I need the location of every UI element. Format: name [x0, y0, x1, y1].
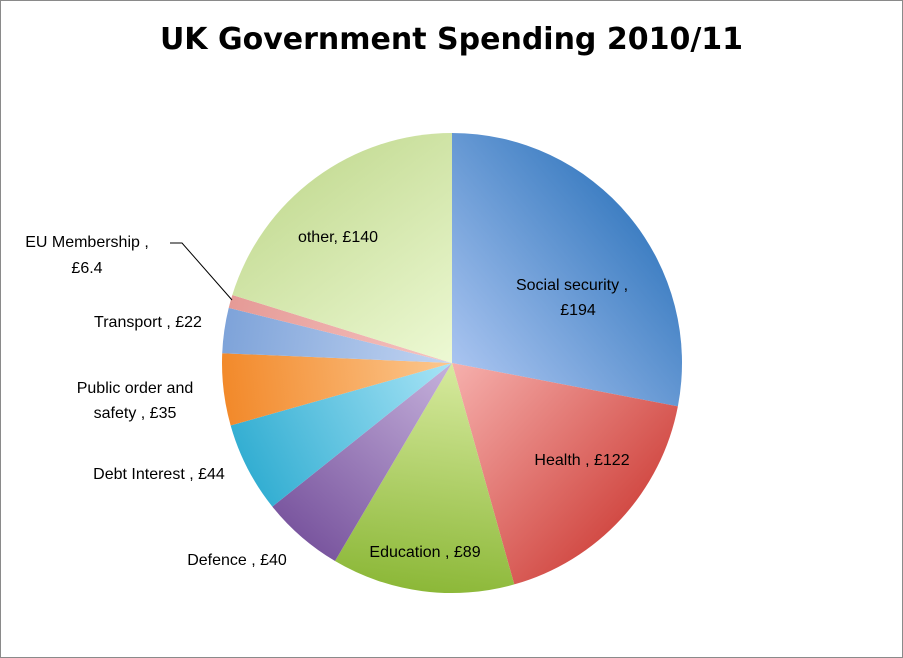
label-eu-membership-line2: £6.4: [71, 260, 102, 277]
pie-slice-social-security: [452, 133, 683, 407]
label-education: Education , £89: [369, 544, 480, 561]
chart-title: UK Government Spending 2010/11: [159, 22, 744, 57]
pie-slice-education: [335, 363, 515, 594]
label-defence: Defence , £40: [187, 552, 287, 569]
label-public-order-line1: Public order and: [77, 380, 194, 397]
eu-leader-line: [170, 242, 233, 301]
pie-slice-other: [232, 133, 452, 363]
pie-slices: [222, 133, 683, 594]
label-social-security-value: £194: [560, 302, 596, 319]
pie-slice-transport: [222, 307, 452, 363]
label-debt-interest: Debt Interest , £44: [93, 466, 225, 483]
label-public-order-line2: safety , £35: [94, 405, 177, 422]
pie-slice-public-order-and-safety: [222, 353, 452, 426]
label-social-security: Social security ,: [516, 277, 628, 294]
label-transport: Transport , £22: [94, 314, 202, 331]
pie-slice-debt-interest: [230, 363, 452, 507]
pie-slice-eu-membership: [228, 294, 452, 363]
pie-slice-defence: [272, 363, 452, 562]
pie-slice-health: [452, 363, 678, 585]
label-health: Health , £122: [534, 452, 629, 469]
pie-labels: Social security , £194 Health , £122 Edu…: [25, 229, 629, 569]
label-other: other, £140: [298, 229, 378, 246]
label-eu-membership-line1: EU Membership ,: [25, 234, 149, 251]
